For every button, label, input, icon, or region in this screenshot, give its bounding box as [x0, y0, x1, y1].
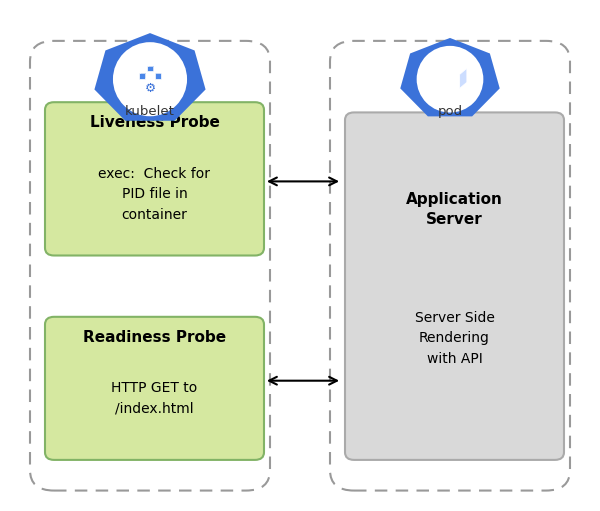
FancyBboxPatch shape [30, 41, 270, 491]
Ellipse shape [416, 46, 484, 112]
Text: exec:  Check for
PID file in
container: exec: Check for PID file in container [98, 167, 211, 222]
FancyBboxPatch shape [146, 65, 154, 72]
Text: ⚙: ⚙ [145, 82, 155, 96]
Text: Readiness Probe: Readiness Probe [83, 330, 226, 344]
Polygon shape [440, 68, 467, 75]
Text: Server Side
Rendering
with API: Server Side Rendering with API [415, 311, 494, 366]
FancyBboxPatch shape [440, 75, 460, 88]
FancyBboxPatch shape [155, 74, 161, 79]
Text: Liveness Probe: Liveness Probe [89, 115, 220, 130]
Text: ▪: ▪ [154, 69, 161, 79]
Text: kubelet: kubelet [125, 105, 175, 118]
FancyBboxPatch shape [330, 41, 570, 491]
Text: pod: pod [437, 105, 463, 118]
FancyBboxPatch shape [345, 112, 564, 460]
Ellipse shape [113, 42, 187, 117]
Text: HTTP GET to
/index.html: HTTP GET to /index.html [112, 381, 197, 416]
FancyBboxPatch shape [45, 317, 264, 460]
FancyBboxPatch shape [139, 74, 145, 79]
Polygon shape [400, 38, 500, 117]
Text: ▪: ▪ [139, 69, 146, 79]
Text: ▪: ▪ [146, 62, 154, 72]
Text: Application
Server: Application Server [406, 192, 503, 227]
FancyBboxPatch shape [45, 102, 264, 256]
Polygon shape [94, 33, 206, 121]
Polygon shape [460, 68, 467, 88]
